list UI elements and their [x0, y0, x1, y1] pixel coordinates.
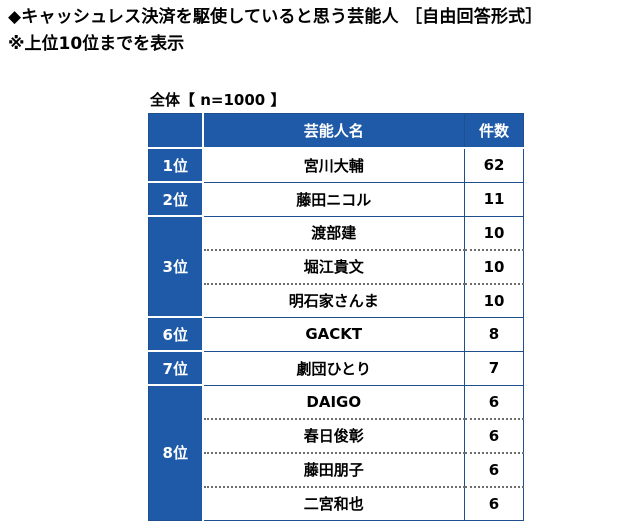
table-row: 春日俊彰 6 [149, 418, 524, 454]
name-cell: GACKT [202, 317, 465, 352]
name-cell: 春日俊彰 [202, 418, 465, 454]
count-column-header: 件数 [464, 113, 524, 149]
count-cell: 10 [464, 249, 524, 285]
rank-cell: 3位 [148, 216, 204, 318]
count-cell: 7 [464, 351, 524, 386]
rank-column-header [148, 113, 204, 149]
table-row: 二宮和也 6 [149, 486, 524, 521]
name-cell: 藤田朋子 [202, 452, 465, 488]
name-cell: 宮川大輔 [202, 148, 465, 183]
name-cell: 渡部建 [202, 216, 465, 251]
count-cell: 8 [464, 317, 524, 352]
name-cell: DAIGO [202, 385, 465, 420]
rank-cell: 1位 [148, 148, 204, 183]
ranking-table: 芸能人名 件数 1位 宮川大輔 62 2位 藤田ニコル 11 3位 渡部建 10… [148, 113, 524, 521]
count-cell: 6 [464, 385, 524, 420]
rank-cell: 8位 [148, 385, 204, 521]
table-row: 1位 宮川大輔 62 [148, 148, 524, 183]
table-row: 7位 劇団ひとり 7 [148, 351, 524, 386]
rank-cell: 2位 [148, 182, 204, 217]
table-row: 明石家さんま 10 [149, 283, 524, 318]
rank-cell: 7位 [148, 351, 204, 386]
table-row: 8位 DAIGO 6 [148, 385, 524, 521]
name-cell: 劇団ひとり [202, 351, 465, 386]
table-row: 2位 藤田ニコル 11 [148, 182, 524, 217]
count-cell: 10 [464, 283, 524, 318]
name-cell: 明石家さんま [202, 283, 465, 318]
table-row: 6位 GACKT 8 [148, 317, 524, 352]
name-cell: 藤田ニコル [202, 182, 465, 217]
count-cell: 11 [464, 182, 524, 217]
name-cell: 二宮和也 [202, 486, 465, 521]
table-header-row: 芸能人名 件数 [148, 113, 524, 149]
table-row: 藤田朋子 6 [149, 452, 524, 488]
display-note: ※上位10位までを表示 [8, 34, 185, 54]
count-cell: 6 [464, 486, 524, 521]
page-title: ◆キャッシュレス決済を駆使していると思う芸能人 ［自由回答形式］ [8, 7, 543, 27]
table-row: 3位 渡部建 10 [148, 216, 524, 318]
count-cell: 6 [464, 452, 524, 488]
name-column-header: 芸能人名 [202, 113, 465, 149]
sample-size-label: 全体【 n=1000 】 [150, 91, 286, 109]
name-cell: 堀江貴文 [202, 249, 465, 285]
count-cell: 6 [464, 418, 524, 454]
count-cell: 10 [464, 216, 524, 251]
table-row: 堀江貴文 10 [149, 249, 524, 285]
rank-cell: 6位 [148, 317, 204, 352]
count-cell: 62 [464, 148, 524, 183]
